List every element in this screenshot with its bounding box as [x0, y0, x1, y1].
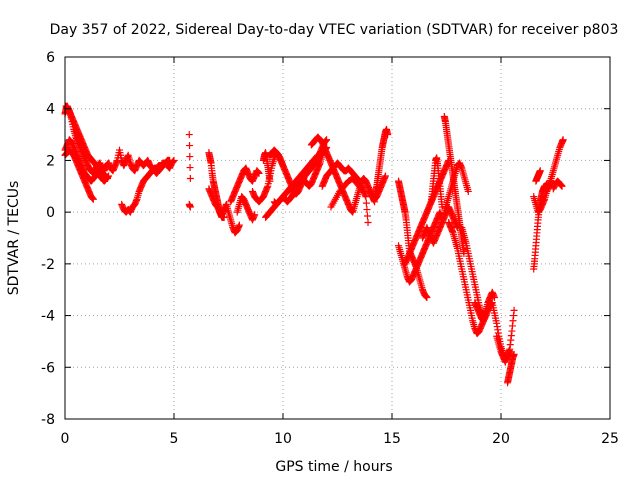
x-tick-label: 15 [383, 431, 401, 447]
x-tick-label: 0 [61, 431, 70, 447]
data-point [186, 153, 194, 161]
x-tick-label: 10 [274, 431, 292, 447]
data-point [323, 136, 331, 144]
data-point [186, 164, 194, 172]
data-point [559, 136, 567, 144]
data-point [381, 172, 389, 180]
y-tick-labels: -8 -6 -4 -2 0 2 4 6 [41, 50, 55, 428]
data-point [166, 156, 174, 164]
data-point [423, 293, 431, 301]
data-point [536, 167, 544, 175]
data-point [558, 182, 566, 190]
data-point [362, 199, 370, 207]
y-tick-label: -8 [41, 412, 55, 428]
data-point [104, 175, 112, 183]
data-point [251, 211, 259, 219]
data-point [266, 177, 274, 185]
y-axis-label: SDTVAR / TECUs [6, 181, 22, 296]
data-point [510, 306, 518, 314]
data-point [186, 142, 194, 150]
y-tick-label: -6 [41, 360, 55, 376]
y-tick-label: 4 [46, 102, 55, 118]
data-point [89, 195, 97, 203]
data-point [490, 293, 498, 301]
data-point [356, 184, 364, 192]
data-point [363, 206, 371, 214]
data-point [464, 187, 472, 195]
y-tick-label: 0 [46, 205, 55, 221]
x-tick-label: 5 [170, 431, 179, 447]
y-tick-label: -2 [41, 257, 55, 273]
data-point [364, 218, 372, 226]
x-tick-label: 20 [492, 431, 510, 447]
data-point [186, 203, 194, 211]
x-tick-label: 25 [601, 431, 619, 447]
y-tick-label: 6 [46, 50, 55, 66]
chart-title: Day 357 of 2022, Sidereal Day-to-day VTE… [50, 22, 619, 38]
data-point [510, 350, 518, 358]
data-point [362, 193, 370, 201]
data-point [357, 185, 365, 193]
data-point [235, 221, 243, 229]
data-point [255, 169, 263, 177]
x-tick-labels: 0 5 10 15 20 25 [61, 431, 619, 447]
data-point [186, 175, 194, 183]
y-tick-label: -4 [41, 309, 55, 325]
x-axis-label: GPS time / hours [275, 459, 392, 475]
data-points [61, 102, 567, 387]
plot-frame [64, 56, 611, 420]
data-point [185, 131, 193, 139]
y-tick-label: 2 [46, 153, 55, 169]
axis-ticks [64, 56, 611, 420]
data-point [363, 212, 371, 220]
data-point [384, 131, 392, 139]
